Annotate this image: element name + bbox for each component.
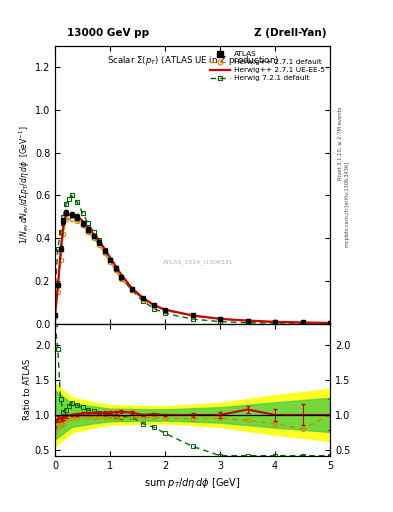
Y-axis label: Ratio to ATLAS: Ratio to ATLAS bbox=[23, 359, 32, 420]
Legend: ATLAS, Herwig++ 2.7.1 default, Herwig++ 2.7.1 UE-EE-5, Herwig 7.2.1 default: ATLAS, Herwig++ 2.7.1 default, Herwig++ … bbox=[208, 50, 327, 83]
Text: 13000 GeV pp: 13000 GeV pp bbox=[67, 28, 149, 38]
Text: mcplots.cern.ch [arXiv:1306.3436]: mcplots.cern.ch [arXiv:1306.3436] bbox=[345, 162, 350, 247]
X-axis label: sum $p_T/d\eta\,d\phi$ [GeV]: sum $p_T/d\eta\,d\phi$ [GeV] bbox=[144, 476, 241, 490]
Text: Scalar $\Sigma(p_T)$ (ATLAS UE in Z production): Scalar $\Sigma(p_T)$ (ATLAS UE in Z prod… bbox=[107, 54, 279, 68]
Text: Z (Drell-Yan): Z (Drell-Yan) bbox=[254, 28, 326, 38]
Text: ATLAS_2014_I1306531: ATLAS_2014_I1306531 bbox=[163, 260, 233, 265]
Text: Rivet 3.1.10, ≥ 2.7M events: Rivet 3.1.10, ≥ 2.7M events bbox=[338, 106, 342, 180]
Y-axis label: $1/N_{ev}\,dN_{ev}/d\Sigma p_T/d\eta\,d\phi$  [GeV$^{-1}$]: $1/N_{ev}\,dN_{ev}/d\Sigma p_T/d\eta\,d\… bbox=[18, 125, 32, 244]
